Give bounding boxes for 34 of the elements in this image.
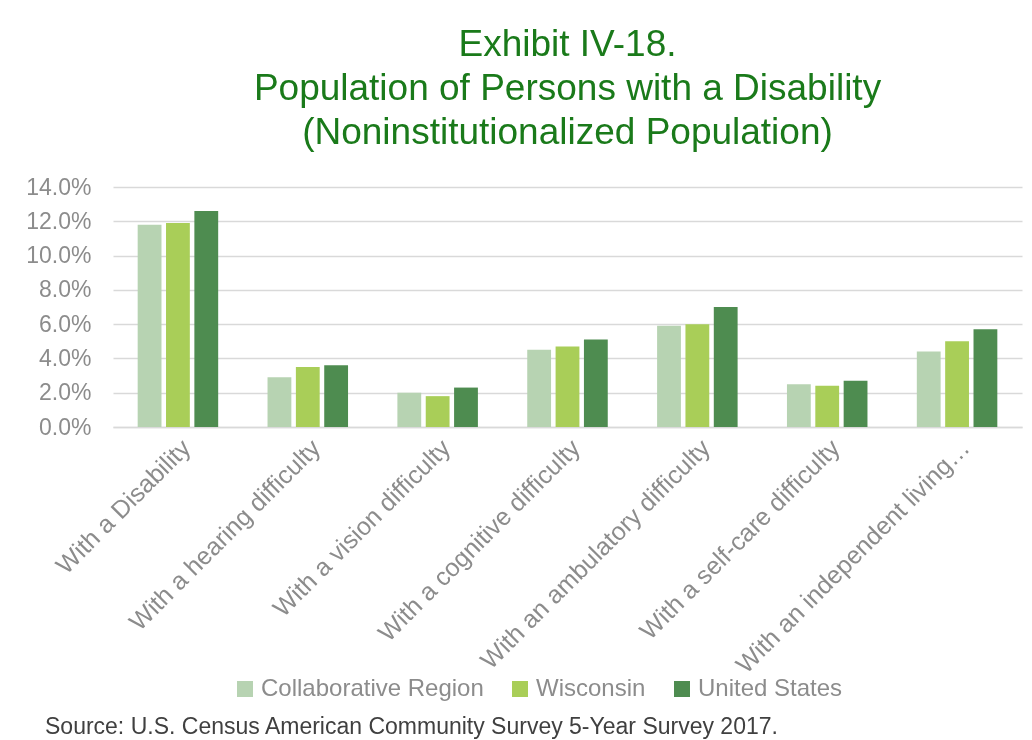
bar [454, 387, 478, 427]
bar [945, 341, 969, 427]
bar [916, 351, 941, 427]
bar [267, 377, 292, 427]
legend-label: Collaborative Region [261, 674, 484, 701]
bar [137, 224, 162, 427]
source-note: Source: U.S. Census American Community Survey 5-Year Survey 2017. [45, 713, 778, 739]
y-tick-label: 10.0% [26, 242, 92, 269]
y-tick-label: 0.0% [39, 413, 92, 440]
bar [324, 365, 349, 427]
bar [166, 223, 190, 427]
legend-label: United States [698, 674, 843, 701]
bar [815, 385, 840, 427]
bar [786, 384, 811, 427]
bar [555, 346, 580, 427]
bar [295, 367, 320, 427]
y-tick-label: 8.0% [39, 276, 92, 303]
bar [973, 329, 998, 427]
y-tick-label: 6.0% [39, 310, 92, 337]
bar [583, 339, 608, 427]
bar [685, 324, 710, 427]
bar [713, 307, 738, 427]
bar [397, 392, 422, 427]
bar [843, 380, 868, 427]
y-tick-label: 14.0% [26, 173, 92, 200]
bar [527, 349, 552, 427]
y-tick-label: 12.0% [26, 207, 92, 234]
bar [657, 325, 681, 427]
chart-title: Exhibit IV-18. Population of Persons with a Disability (Noninstitutionalized Population) [253, 23, 882, 152]
y-tick-label: 2.0% [39, 379, 92, 406]
legend-label: Wisconsin [536, 674, 646, 701]
y-tick-label: 4.0% [39, 344, 92, 371]
bar [194, 211, 219, 427]
bar [425, 396, 450, 427]
